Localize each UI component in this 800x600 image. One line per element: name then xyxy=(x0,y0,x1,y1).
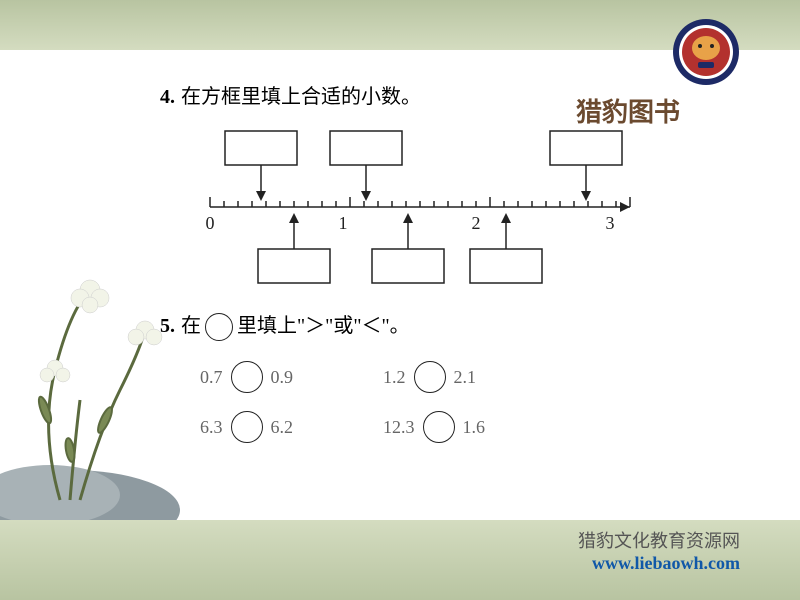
brand-text: 猎豹图书 xyxy=(576,92,680,129)
flower-decoration xyxy=(0,250,210,530)
question-5-title: 5.在里填上"＞"或"＜"。 xyxy=(160,309,720,341)
svg-text:2: 2 xyxy=(472,213,481,233)
q4-number: 4. xyxy=(160,86,175,108)
svg-text:1: 1 xyxy=(339,213,348,233)
comp-right: 2.1 xyxy=(454,367,477,388)
svg-text:3: 3 xyxy=(606,213,615,233)
brand-logo xyxy=(672,18,740,86)
comp-left: 1.2 xyxy=(383,367,406,388)
comp-right: 0.9 xyxy=(271,367,294,388)
comp-right: 1.6 xyxy=(463,417,486,438)
answer-circle[interactable] xyxy=(414,361,446,393)
q5-suffix: 里填上"＞"或"＜"。 xyxy=(237,315,410,337)
comp-pair: 12.3 1.6 xyxy=(383,411,485,443)
comp-right: 6.2 xyxy=(271,417,294,438)
footer-cn-text: 猎豹文化教育资源网 xyxy=(578,527,740,553)
q4-text: 在方框里填上合适的小数。 xyxy=(181,86,421,108)
answer-circle[interactable] xyxy=(231,411,263,443)
comparison-row-2: 6.3 6.2 12.3 1.6 xyxy=(200,411,720,443)
comp-pair: 0.7 0.9 xyxy=(200,361,293,393)
numberline-diagram: 0 1 2 3 xyxy=(190,129,650,289)
answer-circle[interactable] xyxy=(423,411,455,443)
svg-text:0: 0 xyxy=(206,213,215,233)
answer-circle[interactable] xyxy=(231,361,263,393)
comp-left: 12.3 xyxy=(383,417,415,438)
footer: 猎豹文化教育资源网 www.liebaowh.com xyxy=(578,527,740,574)
footer-url: www.liebaowh.com xyxy=(578,553,740,574)
comp-pair: 6.3 6.2 xyxy=(200,411,293,443)
comparison-row-1: 0.7 0.9 1.2 2.1 xyxy=(200,361,720,393)
numberline-svg: 0 1 2 3 xyxy=(190,129,650,289)
comp-pair: 1.2 2.1 xyxy=(383,361,476,393)
